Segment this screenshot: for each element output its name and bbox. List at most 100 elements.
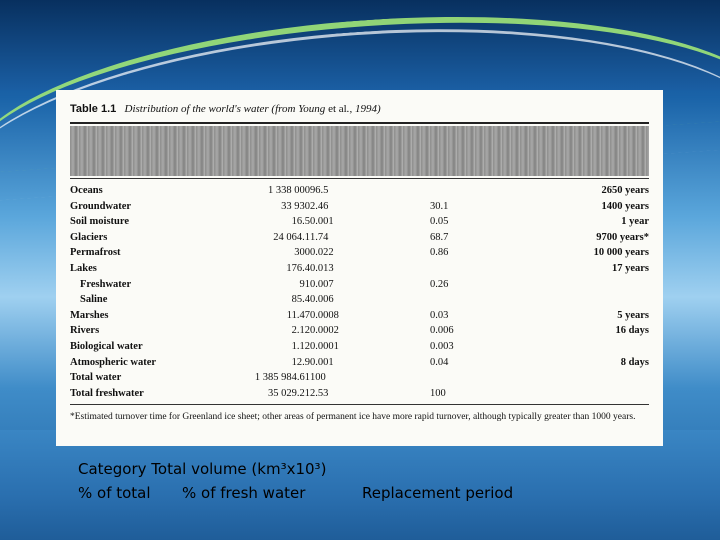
cell-replacement: 10 000 years <box>593 247 649 259</box>
cell-replacement <box>510 386 649 402</box>
cell-replacement: 8 days <box>620 356 649 368</box>
cell-category: Atmospheric water <box>70 356 157 368</box>
cell-replacement <box>510 292 649 308</box>
table-row: Saline 85.4 0.006 <box>70 292 649 308</box>
table-caption-pre: Distribution of the world's water (from … <box>124 103 329 115</box>
cell-category: Groundwater <box>70 200 132 212</box>
cell-pct-total: 0.0002 <box>310 325 339 337</box>
cell-replacement: 5 years <box>617 309 649 321</box>
cell-category: Permafrost <box>70 247 121 259</box>
cell-category: Freshwater <box>80 278 132 290</box>
heading-line-1: Category Total volume (km³x10³) <box>78 460 327 478</box>
cell-volume: 176.4 <box>286 262 310 274</box>
cell-pct-total: 0.013 <box>310 262 334 274</box>
cell-category: Biological water <box>70 340 143 352</box>
cell-volume: 1.12 <box>291 340 310 352</box>
cell-pct-total: 0.0008 <box>310 309 339 321</box>
cell-pct-total: 0.006 <box>310 294 334 306</box>
cell-pct-fresh: 0.006 <box>430 325 454 337</box>
cell-volume: 16.5 <box>291 216 310 228</box>
cell-pct-fresh: 30.1 <box>430 200 449 212</box>
cell-volume: 12.9 <box>291 356 310 368</box>
heading-line-2: % of total % of fresh water Replacement pe… <box>78 481 678 505</box>
cell-volume: 85.4 <box>291 294 310 306</box>
cell-replacement: 1400 years <box>601 200 649 212</box>
cell-replacement: 1 year <box>621 216 649 228</box>
table-row: Total freshwater 35 029.21 2.53 100 <box>70 386 649 402</box>
table-row: Atmospheric water 12.9 0.001 0.04 8 days <box>70 355 649 371</box>
cell-pct-fresh: 0.26 <box>430 278 449 290</box>
cell-pct-fresh: 100 <box>430 387 446 399</box>
cell-pct-total: 0.022 <box>310 247 334 259</box>
cell-pct-fresh <box>430 183 510 199</box>
cell-pct-fresh <box>430 370 510 386</box>
cell-pct-fresh: 0.86 <box>430 247 449 259</box>
cell-pct-fresh: 0.03 <box>430 309 449 321</box>
cell-pct-fresh: 0.05 <box>430 216 449 228</box>
cell-volume: 1 338 000 <box>268 185 310 196</box>
data-table: Oceans 1 338 000 96.5 2650 years Groundwater… <box>70 183 649 401</box>
table-caption: Table 1.1 Distribution of the world's wa… <box>70 102 649 116</box>
table-row: Freshwater 91 0.007 0.26 <box>70 277 649 293</box>
cell-volume: 300 <box>294 247 310 259</box>
cell-pct-total: 0.001 <box>310 356 334 368</box>
cell-replacement <box>510 370 649 386</box>
background-band <box>0 0 720 90</box>
table-row: Permafrost 300 0.022 0.86 10 000 years <box>70 245 649 261</box>
cell-pct-fresh: 0.003 <box>430 340 454 352</box>
table-rule-bottom <box>70 404 649 406</box>
table-rule-top <box>70 122 649 124</box>
table-row: Glaciers 24 064.1 1.74 68.7 9700 years* <box>70 230 649 246</box>
cell-category: Glaciers <box>70 231 108 243</box>
table-caption-post: ., 1994) <box>346 103 381 115</box>
table-footnote: *Estimated turnover time for Greenland i… <box>70 412 636 423</box>
cell-pct-total: 0.0001 <box>310 340 339 352</box>
cell-volume: 35 029.21 <box>268 387 310 399</box>
cell-pct-total: 2.46 <box>310 200 329 212</box>
cell-category: Soil moisture <box>70 216 130 228</box>
cell-pct-total: 96.5 <box>310 185 329 196</box>
table-row: Total water 1 385 984.61 100 <box>70 370 649 386</box>
table-caption-etal: et al <box>328 103 347 115</box>
cell-category: Total water <box>70 372 122 384</box>
cell-replacement: 16 days <box>615 325 649 337</box>
cell-volume: 33 930 <box>281 200 310 212</box>
cell-category: Rivers <box>70 325 100 337</box>
cell-volume: 91 <box>299 278 311 290</box>
table-row: Groundwater 33 930 2.46 30.1 1400 years <box>70 199 649 215</box>
table-rule-mid <box>70 178 649 179</box>
cell-volume: 11.47 <box>286 309 310 321</box>
cell-replacement: 17 years <box>611 262 649 274</box>
cell-volume: 1 385 984.61 <box>254 372 310 384</box>
cell-replacement: 2650 years <box>601 185 649 196</box>
cell-pct-total: 0.007 <box>310 278 334 290</box>
cell-pct-total: 1.74 <box>310 231 329 243</box>
table-header-illegible <box>70 126 649 176</box>
cell-replacement <box>510 339 649 355</box>
cell-pct-total: 100 <box>310 372 326 384</box>
cell-category: Oceans <box>70 185 103 196</box>
column-headings: Category Total volume (km³x10³) % of tot… <box>78 457 678 505</box>
cell-pct-fresh: 68.7 <box>430 231 449 243</box>
cell-category: Total freshwater <box>70 387 144 399</box>
cell-replacement <box>510 277 649 293</box>
table-row: Biological water 1.12 0.0001 0.003 <box>70 339 649 355</box>
table-row: Rivers 2.12 0.0002 0.006 16 days <box>70 323 649 339</box>
background-sea <box>0 430 720 540</box>
table-row: Lakes 176.4 0.013 17 years <box>70 261 649 277</box>
heading-replacement: Replacement period <box>362 484 514 502</box>
cell-category: Lakes <box>70 262 97 274</box>
scanned-table: Table 1.1 Distribution of the world's wa… <box>56 90 663 446</box>
table-row: Oceans 1 338 000 96.5 2650 years <box>70 183 649 199</box>
table-row: Soil moisture 16.5 0.001 0.05 1 year <box>70 214 649 230</box>
cell-pct-total: 2.53 <box>310 387 329 399</box>
heading-pct-total: % of total <box>78 484 151 502</box>
cell-replacement: 9700 years* <box>596 231 649 243</box>
cell-category: Saline <box>80 294 108 306</box>
cell-pct-total: 0.001 <box>310 216 334 228</box>
cell-pct-fresh: 0.04 <box>430 356 449 368</box>
cell-pct-fresh <box>430 292 510 308</box>
cell-category: Marshes <box>70 309 109 321</box>
table-row: Marshes 11.47 0.0008 0.03 5 years <box>70 308 649 324</box>
cell-volume: 24 064.1 <box>273 231 310 243</box>
